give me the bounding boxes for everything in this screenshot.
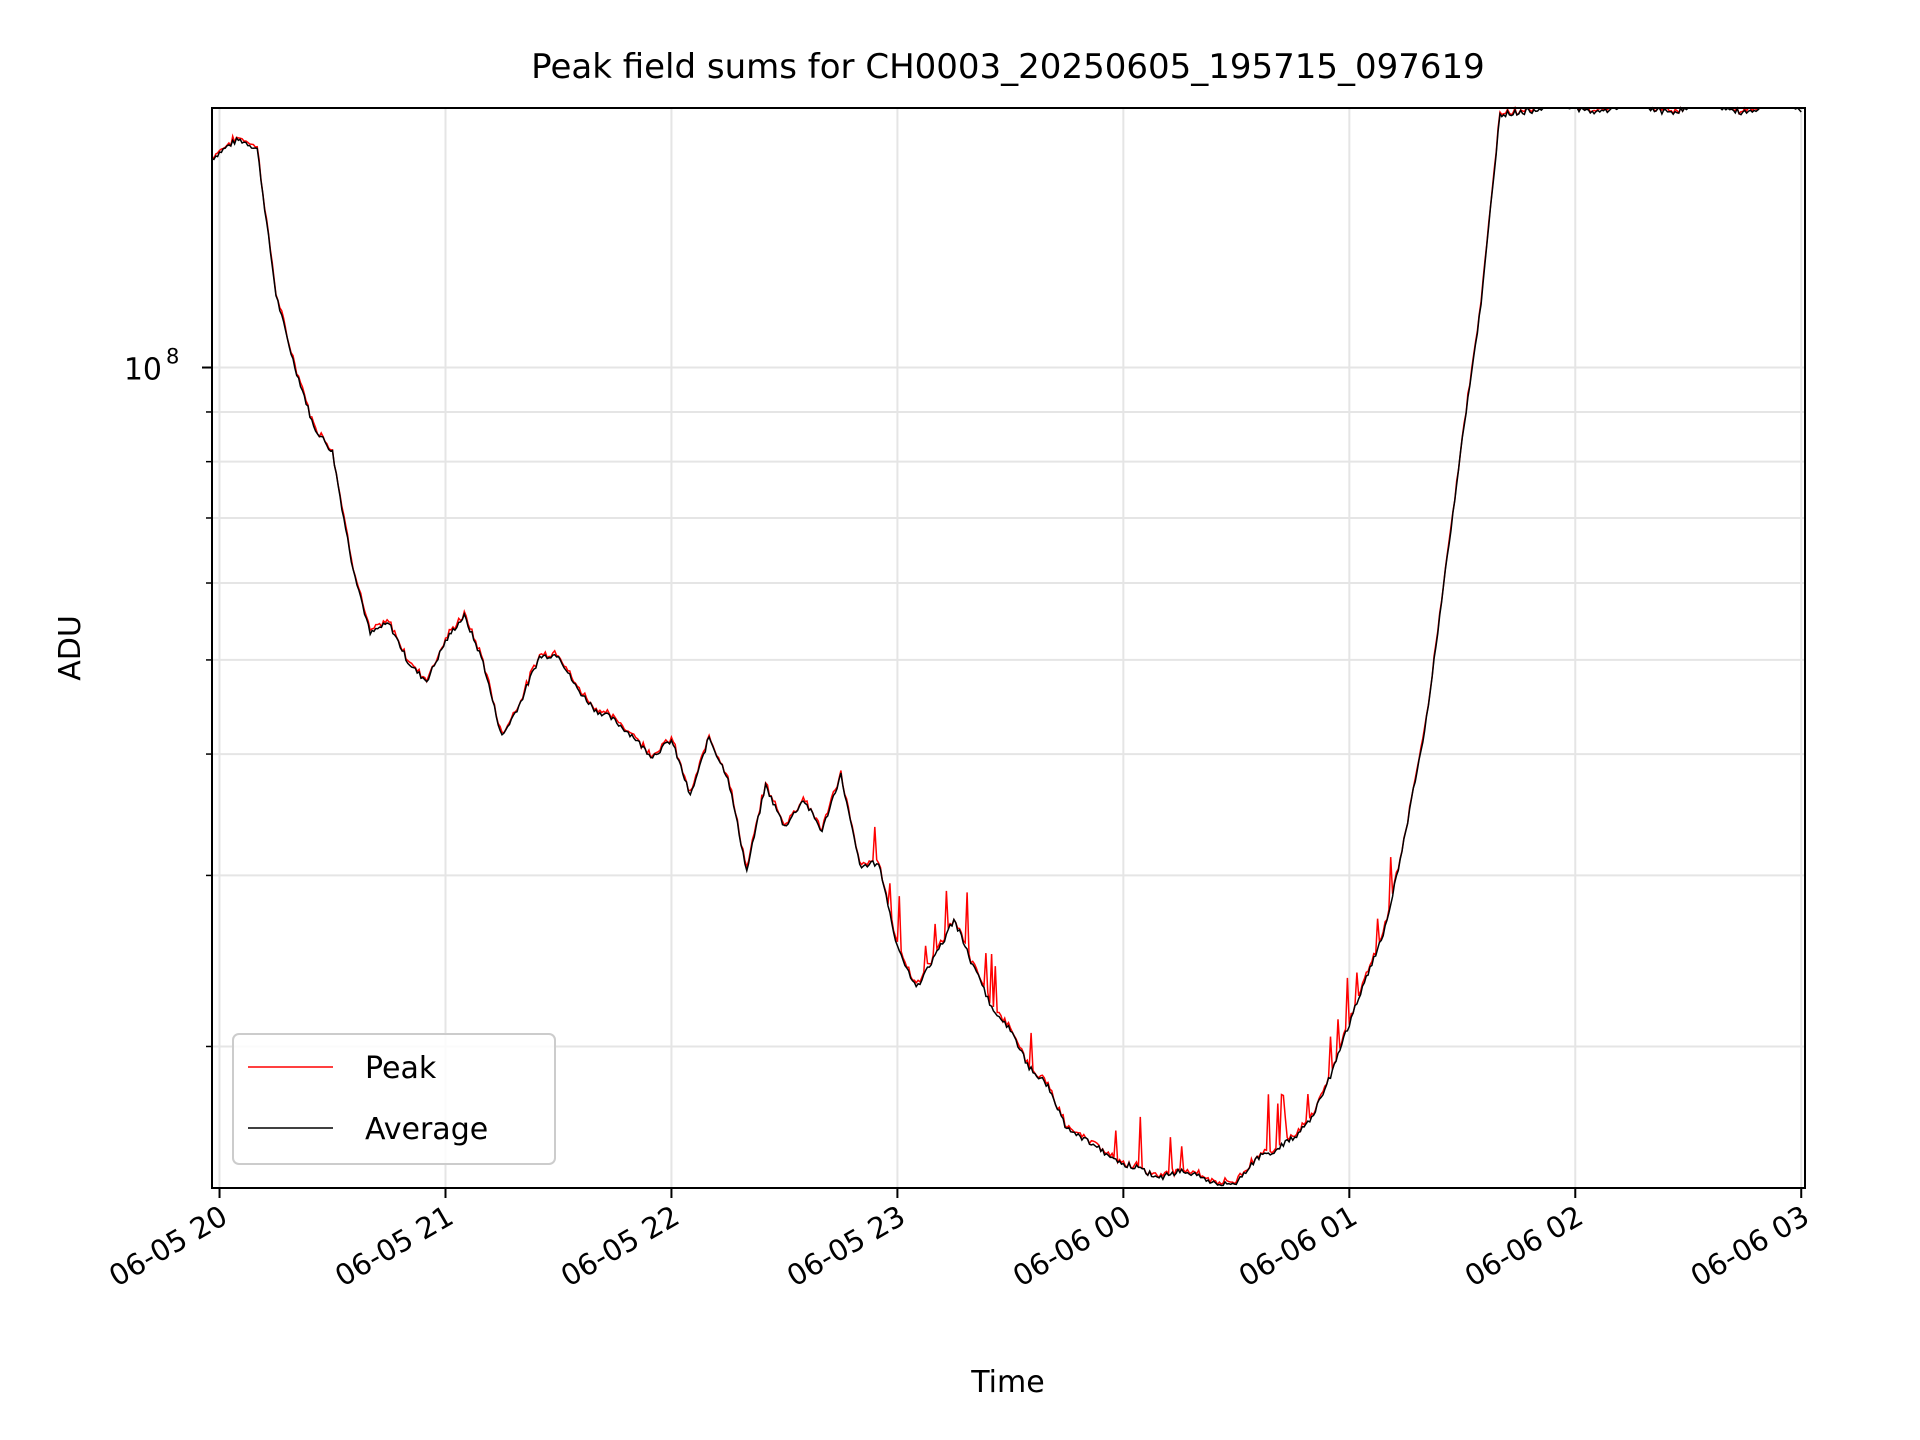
y-tick-exponent: 8	[166, 345, 179, 369]
y-tick-label: 10	[124, 353, 162, 388]
y-axis-label: ADU	[53, 615, 88, 681]
grid-lines	[212, 108, 1805, 1188]
plot-frame	[211, 107, 1806, 1189]
legend: Peak Average	[232, 1033, 556, 1165]
series-average-line	[211, 106, 1802, 1187]
chart-title: Peak field sums for CH0003_20250605_1957…	[531, 47, 1485, 87]
y-axis-ticks: 10 8	[124, 345, 212, 1048]
legend-average-label: Average	[365, 1112, 488, 1147]
x-axis-label: Time	[970, 1365, 1044, 1400]
legend-peak-label: Peak	[365, 1051, 437, 1086]
